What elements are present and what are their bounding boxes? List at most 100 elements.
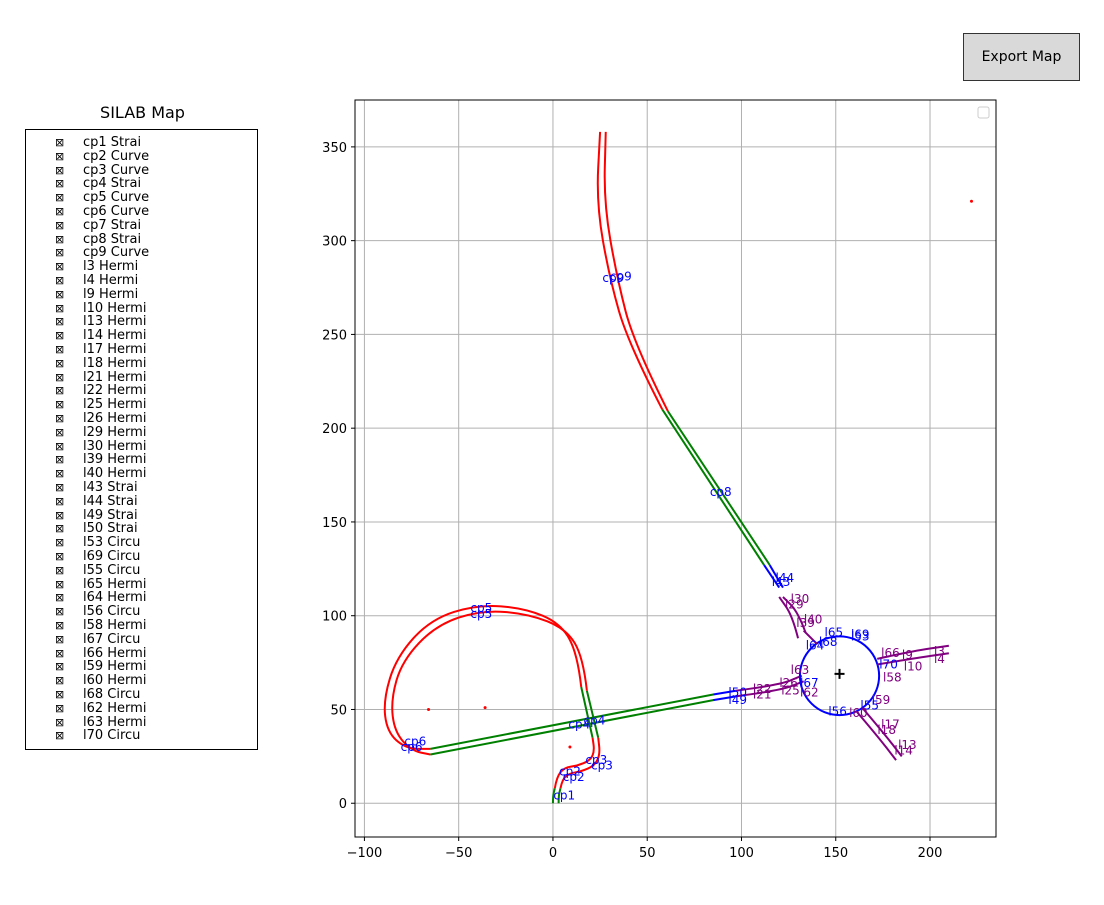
checkbox-icon[interactable]: ⊠	[55, 522, 65, 536]
legend-item[interactable]: ⊠ cp5 Curve	[26, 191, 257, 205]
legend-item[interactable]: ⊠ l26 Hermi	[26, 412, 257, 426]
legend-item[interactable]: ⊠ l9 Hermi	[26, 287, 257, 302]
checkbox-icon[interactable]: ⊠	[55, 384, 65, 398]
checkbox-icon[interactable]: ⊠	[55, 688, 65, 701]
checkbox-icon[interactable]: ⊠	[55, 136, 65, 149]
legend-item[interactable]: ⊠ cp6 Curve	[26, 205, 257, 219]
legend-item[interactable]: ⊠ l4 Hermi	[26, 274, 257, 288]
checkbox-icon[interactable]: ⊠	[55, 481, 65, 494]
checkbox-icon[interactable]: ⊠	[55, 577, 65, 591]
legend-item[interactable]: ⊠ cp3 Curve	[26, 163, 257, 178]
legend-item[interactable]: ⊠ l55 Circu	[26, 563, 257, 578]
segment-label: cp3	[591, 759, 613, 773]
checkbox-icon[interactable]: ⊠	[55, 646, 65, 660]
legend-item[interactable]: ⊠ l44 Strai	[26, 494, 257, 509]
checkbox-icon[interactable]: ⊠	[55, 508, 65, 522]
legend-item[interactable]: ⊠ l18 Hermi	[26, 356, 257, 371]
checkbox-icon[interactable]: ⊠	[55, 191, 65, 205]
legend-item[interactable]: ⊠ l53 Circu	[26, 536, 257, 550]
checkbox-icon[interactable]: ⊠	[55, 536, 65, 550]
legend-item[interactable]: ⊠ l49 Strai	[26, 508, 257, 523]
legend-item[interactable]: ⊠ l56 Circu	[26, 605, 257, 619]
checkbox-icon[interactable]: ⊠	[55, 412, 65, 425]
checkbox-icon[interactable]: ⊠	[55, 439, 65, 453]
export-map-button[interactable]: Export Map	[963, 33, 1080, 81]
y-tick-label: 100	[322, 610, 347, 625]
checkbox-icon[interactable]: ⊠	[55, 163, 65, 177]
legend-item[interactable]: ⊠ l62 Hermi	[26, 701, 257, 716]
checkbox-icon[interactable]: ⊠	[55, 660, 65, 674]
checkbox-icon[interactable]: ⊠	[55, 301, 65, 315]
checkbox-icon[interactable]: ⊠	[55, 274, 65, 287]
legend-item[interactable]: ⊠ l30 Hermi	[26, 439, 257, 454]
legend-item[interactable]: ⊠ l70 Circu	[26, 729, 257, 743]
legend-item[interactable]: ⊠ l14 Hermi	[26, 329, 257, 343]
legend-item[interactable]: ⊠ l66 Hermi	[26, 646, 257, 661]
segment-circle_line	[713, 695, 736, 702]
legend-item[interactable]: ⊠ l59 Hermi	[26, 660, 257, 674]
checkbox-icon[interactable]: ⊠	[55, 563, 65, 577]
checkbox-icon[interactable]: ⊠	[55, 149, 65, 163]
legend-item[interactable]: ⊠ l50 Strai	[26, 522, 257, 536]
legend-item[interactable]: ⊠ l69 Circu	[26, 550, 257, 564]
checkbox-icon[interactable]: ⊠	[55, 674, 65, 688]
checkbox-icon[interactable]: ⊠	[55, 701, 65, 715]
legend-item[interactable]: ⊠ l10 Hermi	[26, 301, 257, 316]
checkbox-icon[interactable]: ⊠	[55, 218, 65, 232]
segment-label: l58	[883, 671, 902, 685]
legend-item[interactable]: ⊠ l65 Hermi	[26, 577, 257, 592]
legend-item[interactable]: ⊠ l39 Hermi	[26, 453, 257, 467]
checkbox-icon[interactable]: ⊠	[55, 591, 65, 605]
legend-item-label: l43 Strai	[83, 480, 138, 495]
legend-item[interactable]: ⊠ l58 Hermi	[26, 619, 257, 633]
legend-item[interactable]: ⊠ l25 Hermi	[26, 398, 257, 412]
checkbox-icon[interactable]: ⊠	[55, 287, 65, 301]
checkbox-icon[interactable]: ⊠	[55, 494, 65, 508]
checkbox-icon[interactable]: ⊠	[55, 632, 65, 646]
checkbox-icon[interactable]: ⊠	[55, 343, 65, 356]
legend-item-label: cp1 Strai	[83, 135, 142, 150]
legend-item[interactable]: ⊠ l13 Hermi	[26, 315, 257, 329]
legend-item[interactable]: ⊠ l64 Hermi	[26, 591, 257, 605]
checkbox-icon[interactable]: ⊠	[55, 315, 65, 329]
legend-item[interactable]: ⊠ l68 Circu	[26, 688, 257, 702]
legend-item[interactable]: ⊠ l60 Hermi	[26, 674, 257, 688]
checkbox-icon[interactable]: ⊠	[55, 550, 65, 563]
checkbox-icon[interactable]: ⊠	[55, 398, 65, 412]
segment-label: l63	[791, 663, 810, 677]
legend-item[interactable]: ⊠ cp7 Strai	[26, 218, 257, 233]
checkbox-icon[interactable]: ⊠	[55, 246, 65, 260]
legend-item[interactable]: ⊠ cp2 Curve	[26, 149, 257, 164]
checkbox-icon[interactable]: ⊠	[55, 232, 65, 246]
y-tick-label: 200	[322, 422, 347, 437]
checkbox-icon[interactable]: ⊠	[55, 715, 65, 729]
checkbox-icon[interactable]: ⊠	[55, 205, 65, 218]
checkbox-icon[interactable]: ⊠	[55, 425, 65, 439]
legend-item[interactable]: ⊠ l67 Circu	[26, 632, 257, 647]
segment-label: l60	[849, 706, 868, 720]
checkbox-icon[interactable]: ⊠	[55, 605, 65, 619]
checkbox-icon[interactable]: ⊠	[55, 619, 65, 632]
legend-item[interactable]: ⊠ l63 Hermi	[26, 715, 257, 730]
checkbox-icon[interactable]: ⊠	[55, 467, 65, 481]
legend-item[interactable]: ⊠ l17 Hermi	[26, 343, 257, 357]
segment-hermite	[855, 710, 897, 761]
legend-item[interactable]: ⊠ l43 Strai	[26, 481, 257, 495]
segment-label: cp1	[553, 789, 575, 803]
checkbox-icon[interactable]: ⊠	[55, 729, 65, 743]
legend-item[interactable]: ⊠ l3 Hermi	[26, 260, 257, 274]
checkbox-icon[interactable]: ⊠	[55, 177, 65, 191]
checkbox-icon[interactable]: ⊠	[55, 260, 65, 274]
legend-item[interactable]: ⊠ cp8 Strai	[26, 232, 257, 247]
checkbox-icon[interactable]: ⊠	[55, 356, 65, 370]
checkbox-icon[interactable]: ⊠	[55, 453, 65, 467]
checkbox-icon[interactable]: ⊠	[55, 370, 65, 384]
legend-item[interactable]: ⊠ cp1 Strai	[26, 136, 257, 150]
legend-item[interactable]: ⊠ l21 Hermi	[26, 370, 257, 385]
legend-item[interactable]: ⊠ cp9 Curve	[26, 246, 257, 260]
legend-item[interactable]: ⊠ l22 Hermi	[26, 384, 257, 398]
legend-item[interactable]: ⊠ l40 Hermi	[26, 467, 257, 481]
legend-item[interactable]: ⊠ l29 Hermi	[26, 425, 257, 440]
checkbox-icon[interactable]: ⊠	[55, 329, 65, 343]
legend-item[interactable]: ⊠ cp4 Strai	[26, 177, 257, 191]
